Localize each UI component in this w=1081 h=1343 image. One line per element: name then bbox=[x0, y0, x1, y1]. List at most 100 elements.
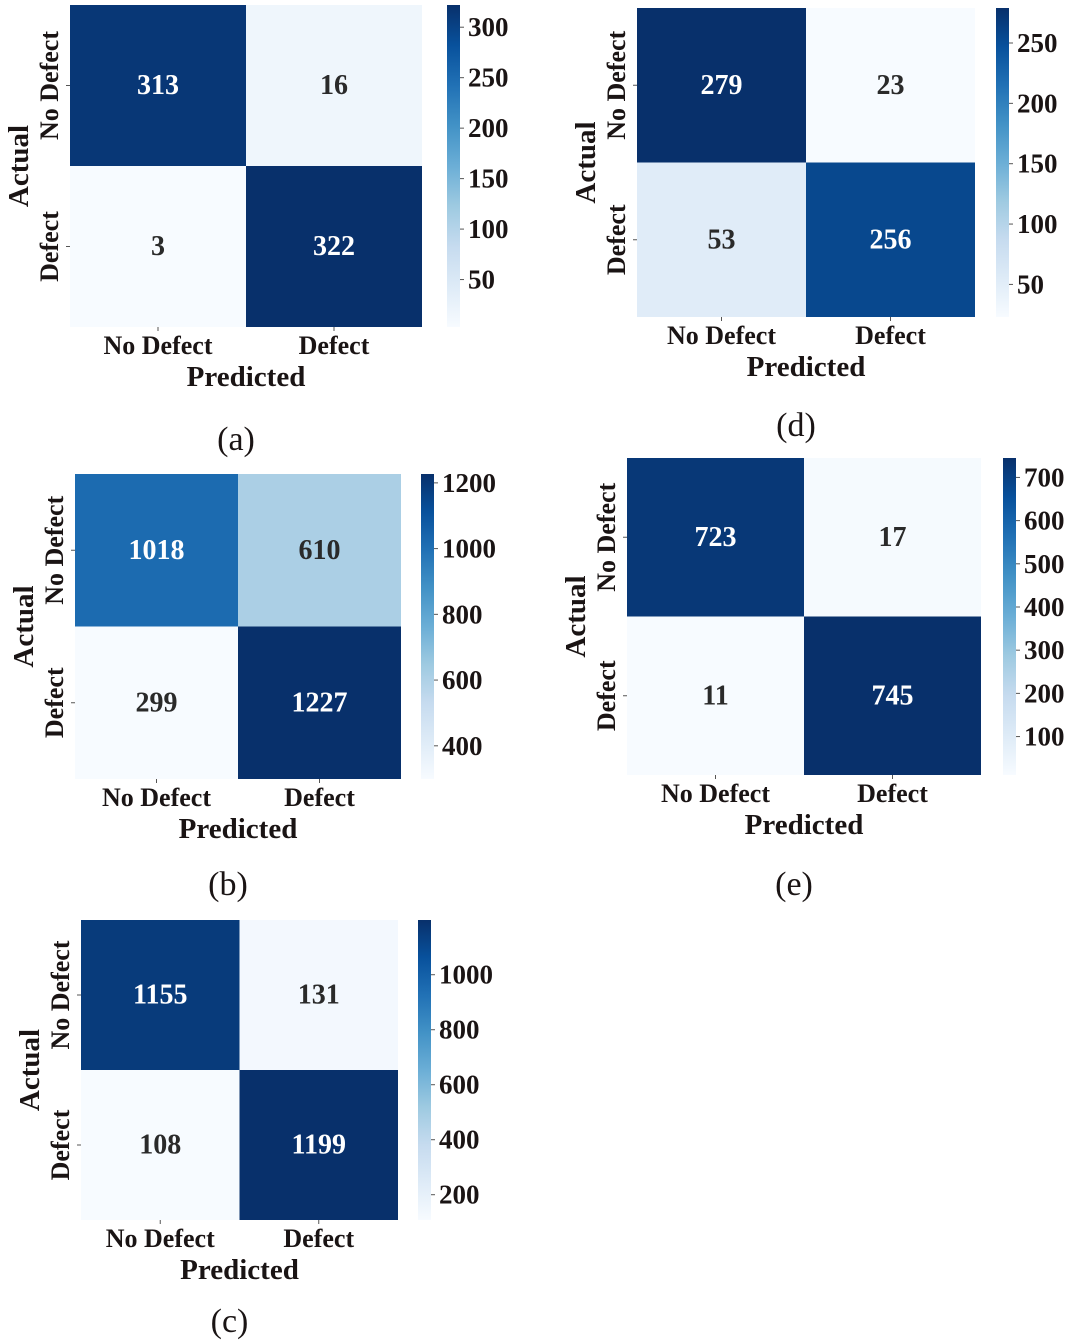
colorbar-tick-label: 200 bbox=[1024, 678, 1065, 708]
colorbar-tick-label: 300 bbox=[1024, 635, 1065, 665]
colorbar-tick-label: 400 bbox=[439, 1125, 480, 1155]
x-tick-label: Defect bbox=[284, 783, 355, 812]
colorbar-tick-label: 150 bbox=[1017, 149, 1058, 179]
heatmap-cell bbox=[806, 162, 975, 317]
panel-caption: (c) bbox=[211, 1303, 249, 1340]
cell-value-label: 322 bbox=[313, 231, 355, 262]
colorbar-tick-label: 1000 bbox=[442, 534, 496, 564]
colorbar-tick-label: 150 bbox=[468, 164, 509, 194]
colorbar-tick-label: 600 bbox=[1024, 506, 1065, 536]
x-tick-label: Defect bbox=[283, 1224, 354, 1253]
cell-value-label: 256 bbox=[870, 224, 912, 255]
cell-value-label: 17 bbox=[879, 522, 907, 553]
y-tick-label: No Defect bbox=[35, 31, 64, 140]
cell-value-label: 3 bbox=[151, 231, 165, 262]
heatmap-cell bbox=[70, 166, 246, 327]
panel-caption: (d) bbox=[776, 407, 816, 444]
heatmap-cell bbox=[804, 616, 981, 775]
cell-value-label: 723 bbox=[695, 522, 737, 553]
y-tick-label: Defect bbox=[35, 211, 64, 282]
colorbar-tick-label: 600 bbox=[442, 665, 483, 695]
colorbar-tick-label: 300 bbox=[468, 12, 509, 42]
cell-value-label: 299 bbox=[136, 687, 178, 718]
heatmap-cell bbox=[246, 166, 422, 327]
heatmap-cell bbox=[246, 5, 422, 166]
x-axis-title: Predicted bbox=[745, 809, 864, 841]
colorbar-tick-label: 700 bbox=[1024, 462, 1065, 492]
y-tick-label: Defect bbox=[592, 660, 621, 731]
x-axis-title: Predicted bbox=[187, 361, 306, 393]
panel-d: 279 23 53 256 No Defect Defect No Defect Defect… bbox=[570, 8, 1058, 444]
colorbar-tick-label: 400 bbox=[1024, 592, 1065, 622]
cell-value-label: 610 bbox=[299, 535, 341, 566]
x-axis-title: Predicted bbox=[179, 813, 298, 845]
colorbar-tick-label: 50 bbox=[468, 265, 495, 295]
y-tick-label: Defect bbox=[602, 204, 631, 275]
x-tick-label: No Defect bbox=[106, 1224, 215, 1253]
heatmap-cell bbox=[75, 474, 238, 627]
x-tick-label: No Defect bbox=[661, 779, 770, 808]
colorbar bbox=[996, 8, 1009, 317]
heatmap-cell bbox=[239, 1070, 398, 1220]
y-axis-title: Actual bbox=[3, 125, 35, 207]
panel-caption: (b) bbox=[208, 866, 248, 903]
heatmap-cell bbox=[81, 920, 240, 1070]
colorbar-tick-label: 400 bbox=[442, 731, 483, 761]
panel-e: 723 17 11 745 No Defect Defect No Defect Defect… bbox=[560, 458, 1065, 903]
heatmap-cell bbox=[627, 616, 804, 775]
x-tick-label: Defect bbox=[299, 331, 370, 360]
heatmap-cell bbox=[627, 458, 804, 617]
panel-caption: (a) bbox=[217, 421, 255, 458]
cell-value-label: 131 bbox=[298, 980, 340, 1011]
colorbar-tick-label: 250 bbox=[1017, 28, 1058, 58]
colorbar-tick-label: 1200 bbox=[442, 468, 496, 498]
y-tick-label: No Defect bbox=[602, 30, 631, 139]
colorbar bbox=[421, 474, 434, 779]
colorbar-tick-label: 600 bbox=[439, 1070, 480, 1100]
colorbar-tick-label: 800 bbox=[442, 599, 483, 629]
colorbar-tick-label: 500 bbox=[1024, 549, 1065, 579]
y-tick-label: No Defect bbox=[46, 940, 75, 1049]
y-tick-label: Defect bbox=[46, 1109, 75, 1180]
colorbar bbox=[418, 920, 431, 1220]
colorbar-tick-label: 800 bbox=[439, 1015, 480, 1045]
colorbar-tick-label: 50 bbox=[1017, 269, 1044, 299]
heatmap-cell bbox=[238, 474, 401, 627]
cell-value-label: 313 bbox=[137, 70, 179, 101]
colorbar-tick-label: 1000 bbox=[439, 960, 493, 990]
x-tick-label: No Defect bbox=[102, 783, 211, 812]
y-axis-title: Actual bbox=[14, 1029, 46, 1111]
y-tick-label: No Defect bbox=[40, 495, 69, 604]
colorbar-tick-label: 100 bbox=[1024, 722, 1065, 752]
colorbar bbox=[447, 5, 460, 327]
heatmap-cell bbox=[806, 8, 975, 163]
x-axis-title: Predicted bbox=[747, 351, 866, 383]
y-tick-label: No Defect bbox=[592, 482, 621, 591]
colorbar-tick-label: 100 bbox=[468, 214, 509, 244]
cell-value-label: 1018 bbox=[129, 535, 185, 566]
x-tick-label: No Defect bbox=[104, 331, 213, 360]
heatmap-cell bbox=[637, 8, 806, 163]
cell-value-label: 53 bbox=[708, 224, 736, 255]
heatmap-cell bbox=[70, 5, 246, 166]
cell-value-label: 108 bbox=[139, 1130, 181, 1161]
colorbar-tick-label: 200 bbox=[1017, 88, 1058, 118]
x-axis-title: Predicted bbox=[180, 1254, 299, 1286]
cell-value-label: 1155 bbox=[133, 980, 187, 1011]
cell-value-label: 1227 bbox=[292, 687, 348, 718]
cell-value-label: 279 bbox=[701, 70, 743, 101]
colorbar-tick-label: 100 bbox=[1017, 209, 1058, 239]
colorbar bbox=[1003, 458, 1016, 775]
heatmap-cell bbox=[637, 162, 806, 317]
panel-c: 1155 131 108 1199 No Defect Defect No Defect De… bbox=[14, 920, 493, 1340]
colorbar-tick-label: 200 bbox=[468, 113, 509, 143]
cell-value-label: 1199 bbox=[292, 1130, 346, 1161]
heatmap-cell bbox=[238, 626, 401, 779]
x-tick-label: No Defect bbox=[667, 321, 776, 350]
colorbar-tick-label: 250 bbox=[468, 63, 509, 93]
heatmap-cell bbox=[81, 1070, 240, 1220]
heatmap-cell bbox=[804, 458, 981, 617]
x-tick-label: Defect bbox=[855, 321, 926, 350]
panel-b: 1018 610 299 1227 No Defect Defect No Defect De… bbox=[8, 468, 496, 903]
